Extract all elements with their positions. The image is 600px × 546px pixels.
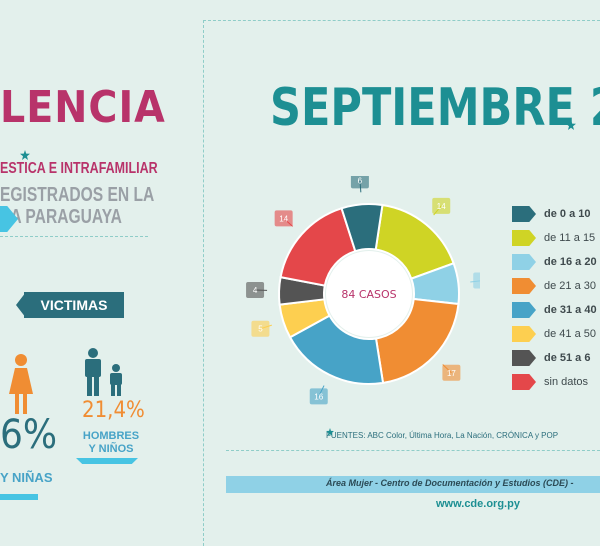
man-icon [85,348,101,396]
chart-title: SEPTIEMBRE 2 [270,78,600,138]
divider-vertical [203,20,204,546]
men-label-line2: Y NIÑOS [88,443,134,455]
donut-value-label-7: 14 [279,214,288,223]
donut-value-tag-2 [473,272,480,289]
legend-swatch [512,278,536,294]
victimas-tag-notch [16,292,26,318]
donut-value-label-3: 17 [447,369,456,378]
donut-value-tag-7 [274,210,293,227]
victimas-tag: VICTIMAS [24,292,124,318]
donut-value-label-5: 5 [258,325,263,334]
legend-swatch [512,374,536,390]
donut-center-label: 84 CASOS [341,288,396,301]
men-label: HOMBRES Y NIÑOS [76,430,146,456]
donut-value-tag-1 [432,197,451,214]
divider-top [203,20,600,21]
donut-value-label-4: 16 [314,392,323,401]
boy-icon [110,364,122,396]
legend-label: de 21 a 30 [544,280,596,292]
legend-swatch [512,302,536,318]
woman-icon [9,354,33,414]
men-label-ribbon [76,458,138,464]
legend-swatch [512,350,536,366]
left-subtitle-3: SA PARAGUAYA [0,206,122,228]
star-icon-3 [326,428,334,436]
website-link[interactable]: www.cde.org.py [436,498,520,510]
star-icon-2 [566,120,576,130]
divider-right [226,450,600,451]
legend-swatch [512,254,536,270]
footer-text: Área Mujer - Centro de Documentación y E… [326,478,574,488]
men-label-line1: HOMBRES [82,430,140,442]
donut-value-tag-4 [309,388,328,405]
donut-value-label-1: 14 [437,202,446,211]
women-label: Y NIÑAS [0,470,53,485]
donut-slice-0 [340,203,384,253]
legend-label: de 0 a 10 [544,208,591,220]
men-percentage: 21,4% [82,398,145,423]
left-subtitle-2: EGISTRADOS EN LA [0,184,155,206]
legend-swatch [512,230,536,246]
donut-hole [326,251,412,337]
donut-value-tag-5 [251,320,270,337]
footer-bar [226,476,600,493]
donut-value-label-6: 4 [253,286,258,295]
divider-left [0,236,148,237]
legend-label: de 11 a 15 [544,232,596,244]
legend-swatch [512,326,536,342]
donut-value-tag-6 [246,282,265,299]
legend-label: de 51 a 6 [544,352,591,364]
women-percentage: 6% [0,412,58,458]
donut-chart: 14617165414684 CASOS [246,176,480,405]
sources-note: FUENTES: ABC Color, Última Hora, La Naci… [326,431,559,440]
donut-value-tag-0 [350,176,369,189]
donut-value-tag-3 [442,364,461,381]
left-subtitle-1: ESTICA E INTRAFAMILIAR [0,160,158,177]
legend-label: de 31 a 40 [544,304,597,316]
legend-swatch [512,206,536,222]
legend-label: de 41 a 50 [544,328,596,340]
women-label-ribbon [0,494,38,500]
legend-label: de 16 a 20 [544,256,597,268]
legend-label: sin datos [544,376,589,388]
left-title: LENCIA [0,82,166,133]
star-icon [20,150,30,160]
donut-value-label-0: 6 [358,176,363,185]
